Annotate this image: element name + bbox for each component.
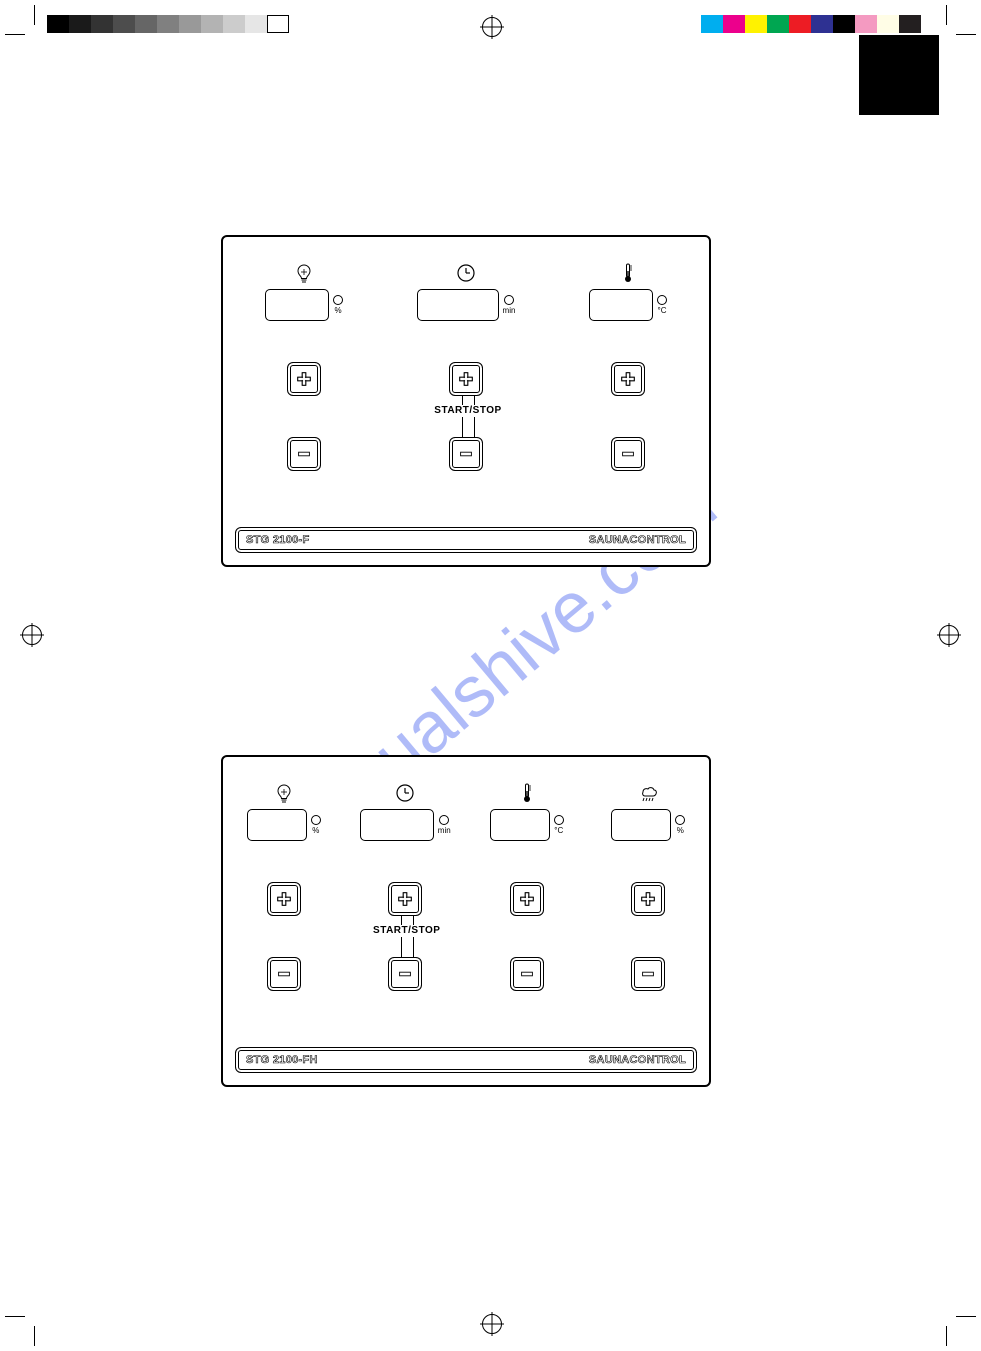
bulb-icon [223, 259, 385, 287]
thermometer-icon [466, 779, 588, 807]
clock-icon [345, 779, 467, 807]
indicator-led [675, 815, 685, 825]
value-display [360, 809, 434, 841]
brand-label: SAUNACONTROL [589, 1054, 686, 1066]
value-display [490, 809, 550, 841]
crop-mark [956, 1316, 976, 1317]
plus-button[interactable] [631, 882, 665, 916]
display-group: min [385, 289, 547, 321]
minus-button[interactable] [388, 957, 422, 991]
display-group: % [223, 809, 345, 841]
black-corner-block [859, 35, 939, 115]
brand-label: SAUNACONTROL [589, 534, 686, 546]
indicator-led [333, 295, 343, 305]
display-group: °C [547, 289, 709, 321]
unit-label: % [334, 307, 341, 315]
bulb-icon [223, 779, 345, 807]
value-display [611, 809, 671, 841]
panel-footer: STG 2100-F SAUNACONTROL [235, 527, 697, 553]
crop-mark [34, 5, 35, 25]
indicator-led [504, 295, 514, 305]
model-label: STG 2100-FH [246, 1054, 318, 1066]
display-group: °C [466, 809, 588, 841]
connector-line [413, 937, 414, 957]
display-group: % [588, 809, 710, 841]
minus-button[interactable] [510, 957, 544, 991]
connector-line [474, 417, 475, 437]
grayscale-swatches [47, 15, 289, 33]
unit-label: min [438, 827, 451, 835]
value-display [247, 809, 307, 841]
plus-button[interactable] [449, 362, 483, 396]
unit-label: % [677, 827, 684, 835]
plus-button[interactable] [287, 362, 321, 396]
indicator-led [439, 815, 449, 825]
crop-mark [956, 34, 976, 35]
sauna-control-panel: START/STOP% min °C% STG 2100-FH SAUNACONTROL [221, 755, 711, 1087]
unit-label: % [312, 827, 319, 835]
unit-label: °C [658, 307, 667, 315]
start-stop-label: START/STOP [434, 405, 501, 416]
value-display [417, 289, 499, 321]
crop-mark [946, 5, 947, 25]
display-group: % [223, 289, 385, 321]
start-stop-label: START/STOP [373, 925, 440, 936]
thermometer-icon [547, 259, 709, 287]
crop-mark [946, 1326, 947, 1346]
registration-mark-icon [22, 625, 42, 645]
indicator-led [554, 815, 564, 825]
panel-footer: STG 2100-FH SAUNACONTROL [235, 1047, 697, 1073]
plus-button[interactable] [510, 882, 544, 916]
model-label: STG 2100-F [246, 534, 310, 546]
clock-icon [385, 259, 547, 287]
connector-line [401, 916, 402, 925]
connector-line [413, 916, 414, 925]
crop-mark [5, 34, 25, 35]
connector-line [462, 396, 463, 405]
value-display [589, 289, 653, 321]
minus-button[interactable] [449, 437, 483, 471]
humidity-icon [588, 779, 710, 807]
value-display [265, 289, 329, 321]
unit-label: °C [554, 827, 563, 835]
crop-mark [5, 1316, 25, 1317]
indicator-led [657, 295, 667, 305]
plus-button[interactable] [611, 362, 645, 396]
connector-line [474, 396, 475, 405]
plus-button[interactable] [388, 882, 422, 916]
sauna-control-panel: START/STOP% min °C STG 2100-F SAUNACONTROL [221, 235, 711, 567]
registration-mark-icon [482, 1314, 502, 1334]
registration-mark-icon [482, 17, 502, 37]
indicator-led [311, 815, 321, 825]
connector-line [401, 937, 402, 957]
minus-button[interactable] [267, 957, 301, 991]
unit-label: min [503, 307, 516, 315]
registration-mark-icon [939, 625, 959, 645]
minus-button[interactable] [611, 437, 645, 471]
plus-button[interactable] [267, 882, 301, 916]
color-swatches [701, 15, 921, 33]
connector-line [462, 417, 463, 437]
crop-mark [34, 1326, 35, 1346]
minus-button[interactable] [287, 437, 321, 471]
minus-button[interactable] [631, 957, 665, 991]
display-group: min [345, 809, 467, 841]
